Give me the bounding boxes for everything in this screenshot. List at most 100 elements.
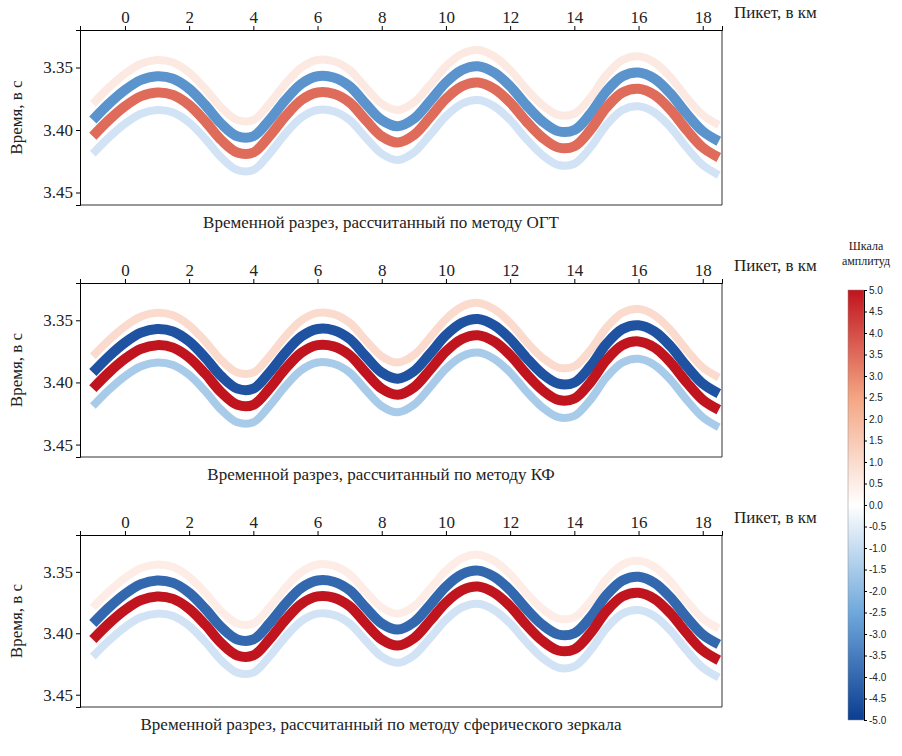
x-tick: 16: [631, 261, 648, 283]
x-tick: 2: [185, 261, 194, 283]
x-axis: 024681012141618: [81, 261, 723, 284]
colorbar-tick: -1.0: [864, 543, 887, 554]
y-tick-label: 3.45: [43, 183, 73, 202]
colorbar-tick-label: -1.0: [869, 543, 887, 554]
colorbar-tick: -0.5: [864, 521, 887, 532]
x-tick-label: 16: [631, 8, 648, 27]
colorbar-tick-mark: [864, 720, 867, 721]
x-tick: 12: [502, 8, 519, 30]
colorbar-tick-label: 3.5: [869, 349, 883, 360]
colorbar: 5.04.54.03.53.02.52.01.51.00.50.0-0.5-1.…: [842, 239, 890, 726]
panel-title: Временной разрез, рассчитанный по методу…: [207, 465, 554, 484]
colorbar-tick-mark: [864, 462, 867, 463]
frame: [80, 707, 722, 708]
x-axis: 0 2 4 6 8 10 12 14 16 18: [81, 513, 723, 536]
x-tick-label: 8: [378, 513, 387, 532]
y-tick-mark: [76, 382, 80, 383]
colorbar-tick-label: 4.0: [869, 328, 883, 339]
x-tick: 14: [566, 261, 584, 283]
panel: 0246810121416183.353.403.45Пикет, в кмВр…: [7, 3, 817, 232]
colorbar-tick-label: 1.5: [869, 435, 883, 446]
colorbar-tick-mark: [864, 355, 867, 356]
y-tick-label: 3.45: [43, 436, 73, 455]
plot-background: [80, 30, 722, 205]
y-tick: 3.35: [43, 58, 80, 77]
y-tick: 3.35: [43, 563, 80, 582]
colorbar-tick-label: -1.5: [869, 564, 887, 575]
x-tick-label: 2: [185, 261, 194, 280]
x-tick: 10: [438, 513, 455, 535]
x-tick: 18: [695, 8, 712, 30]
y-axis-title: Время, в с: [7, 583, 26, 658]
y-tick-label: 3.40: [43, 373, 73, 392]
axis-line: [81, 531, 723, 536]
colorbar-tick-mark: [864, 290, 867, 291]
y-tick: 3.45: [43, 183, 80, 202]
colorbar-tick-label: 4.5: [869, 306, 883, 317]
axis-line: [865, 291, 868, 721]
colorbar-tick-mark: [864, 312, 867, 313]
y-tick-mark: [76, 445, 80, 446]
x-tick-label: 10: [438, 8, 455, 27]
y-tick: 3.45: [43, 436, 80, 455]
y-tick: 3.35: [43, 311, 80, 330]
x-tick: 8: [378, 8, 387, 30]
y-tick-label: 3.35: [43, 58, 73, 77]
x-tick-label: 12: [502, 513, 519, 532]
axis-line: [76, 536, 81, 708]
panel-title: Временной разрез, рассчитанный по методу…: [141, 715, 622, 734]
y-tick-label: 3.35: [43, 311, 73, 330]
colorbar-tick-mark: [864, 591, 867, 592]
colorbar-tick: -2.0: [864, 586, 887, 597]
colorbar-tick-label: -2.0: [869, 586, 887, 597]
plot-marks: [93, 303, 719, 427]
frame: [722, 535, 723, 707]
colorbar-tick: 3.0: [864, 371, 883, 382]
y-tick-label: 3.45: [43, 686, 73, 705]
x-tick-label: 10: [438, 261, 455, 280]
panel: 0246810121416183.353.403.45Пикет, в кмВр…: [7, 508, 817, 734]
axis-line: [76, 31, 81, 206]
colorbar-tick-label: 2.5: [869, 392, 883, 403]
x-tick: 18: [695, 261, 712, 283]
x-tick: 6: [314, 261, 323, 283]
colorbar-tick-label: -2.5: [869, 607, 887, 618]
plot-marks: [93, 555, 719, 678]
x-tick: 0: [121, 261, 130, 283]
y-tick-mark: [76, 68, 80, 69]
x-tick-label: 12: [502, 261, 519, 280]
colorbar-title: Шкалаамплитуд: [842, 239, 890, 268]
colorbar-gradient: [848, 290, 864, 720]
colorbar-tick-label: -3.5: [869, 650, 887, 661]
x-tick: 18: [695, 513, 712, 535]
colorbar-tick-label: -4.5: [869, 693, 887, 704]
plot-marks: [93, 50, 719, 175]
x-tick-label: 14: [566, 513, 584, 532]
x-tick: 0: [121, 513, 130, 535]
x-tick: 14: [566, 8, 584, 30]
colorbar-tick: 5.0: [864, 285, 883, 296]
axis-line: [81, 279, 723, 284]
x-tick-label: 10: [438, 513, 455, 532]
x-tick-label: 4: [250, 513, 259, 532]
x-tick: 4: [250, 8, 259, 30]
colorbar-tick: -3.5: [864, 650, 887, 661]
colorbar-tick-mark: [864, 398, 867, 399]
x-tick: 6: [314, 513, 323, 535]
colorbar-tick: -5.0: [864, 715, 887, 726]
plot-background: [80, 283, 722, 457]
x-tick-label: 6: [314, 513, 323, 532]
y-tick-label: 3.40: [43, 624, 73, 643]
x-tick-label: 0: [121, 261, 130, 280]
x-tick-label: 0: [121, 513, 130, 532]
frame: [722, 30, 723, 205]
x-tick-label: 8: [378, 8, 387, 27]
x-tick-label: 16: [631, 513, 648, 532]
colorbar-tick: 0.5: [864, 478, 883, 489]
colorbar-tick-label: 5.0: [869, 285, 883, 296]
reflection-band: [93, 587, 719, 661]
x-tick-label: 2: [185, 513, 194, 532]
x-tick-label: 6: [314, 261, 323, 280]
x-tick-label: 18: [695, 8, 712, 27]
y-axis: 3.35 3.40 3.45: [43, 536, 80, 708]
